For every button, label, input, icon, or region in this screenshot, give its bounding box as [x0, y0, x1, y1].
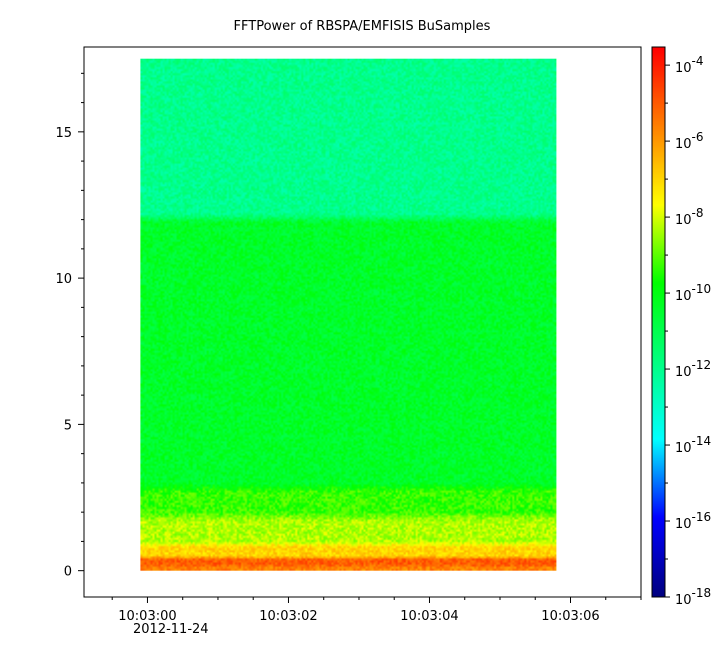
colorbar-tick-label: 10-8	[675, 206, 704, 228]
x-tick-label: 10:03:06	[541, 609, 599, 624]
y-tick-label: 5	[64, 418, 72, 433]
colorbar-tick-label: 10-10	[675, 282, 711, 304]
colorbar-gradient	[652, 47, 665, 597]
colorbar-tick-label: 10-6	[675, 130, 704, 152]
x-tick-label: 10:03:02	[259, 609, 317, 624]
colorbar-axis: 10-4 10-6 10-8 10-10 10-12 10-14 10-16 10-18	[665, 54, 711, 608]
x-axis-date-label: 2012-11-24	[133, 622, 209, 637]
x-tick-label: 10:03:04	[400, 609, 458, 624]
colorbar-tick-label: 10-14	[675, 434, 711, 456]
colorbar-tick-label: 10-16	[675, 510, 711, 532]
chart-title: FFTPower of RBSPA/EMFISIS BuSamples	[234, 19, 491, 34]
x-axis: 10:03:00 10:03:02 10:03:04 10:03:06	[111, 597, 642, 624]
colorbar-frame	[651, 46, 666, 598]
y-tick-label: 10	[55, 272, 72, 287]
spectrogram-image	[140, 58, 557, 571]
colorbar-tick-label: 10-12	[675, 358, 711, 380]
colorbar-tick-label: 10-18	[675, 586, 711, 608]
y-axis: 0 5 10 15	[55, 72, 84, 580]
colorbar-tick-label: 10-4	[675, 54, 704, 76]
y-tick-label: 0	[64, 565, 72, 580]
x-tick-label: 10:03:00	[118, 609, 176, 624]
y-tick-label: 15	[55, 126, 72, 141]
